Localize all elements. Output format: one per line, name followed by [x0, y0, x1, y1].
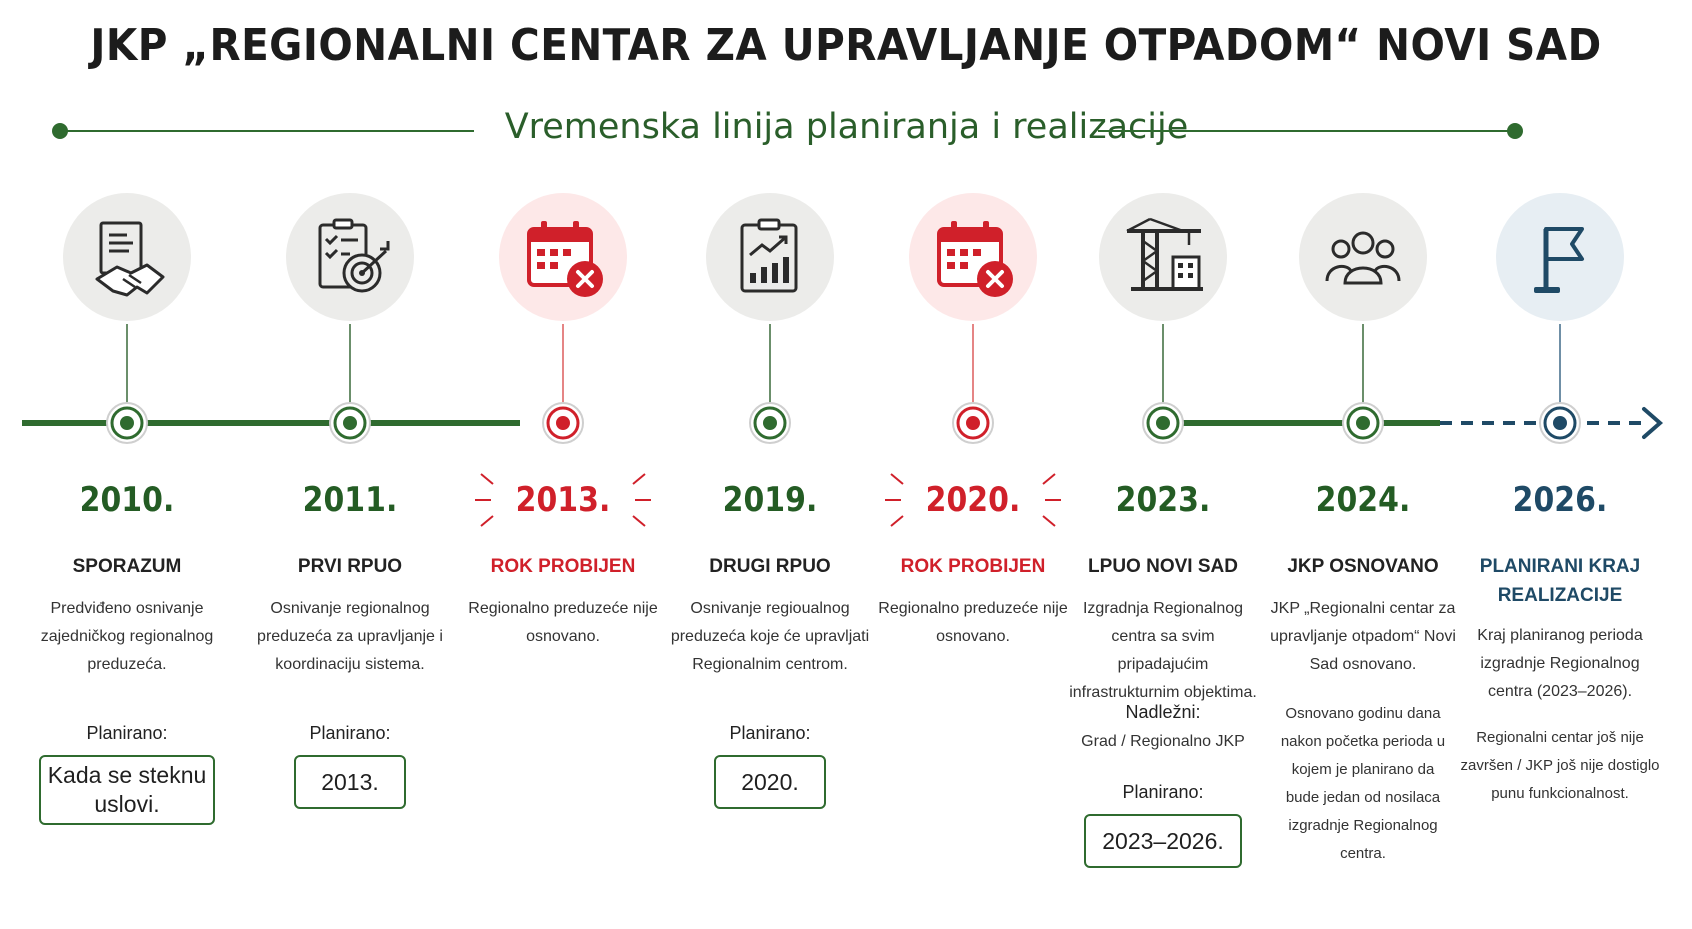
- subtitle-left-line: [62, 130, 474, 132]
- event-label: ROK PROBIJEN: [900, 556, 1046, 577]
- deadline-burst: [632, 473, 646, 485]
- subtitle-right-dot: [1507, 123, 1523, 139]
- event-description: JKP „Regionalni centar za upravljanje ot…: [1270, 600, 1456, 673]
- deadline-burst: [1042, 515, 1056, 527]
- timeline-node-dot: [763, 416, 777, 430]
- event-note: Osnovano godinu dana nakon početka perio…: [1280, 705, 1446, 862]
- page-title: JKP „REGIONALNI CENTAR ZA UPRAVLJANJE OT…: [90, 20, 1602, 71]
- event-icon-circle: [1496, 193, 1624, 321]
- planned-label: Planirano:: [729, 723, 811, 743]
- event-year: 2011.: [302, 480, 398, 520]
- event-year: 2026.: [1512, 480, 1608, 520]
- event-description: Kraj planiranog perioda izgradnje Region…: [1477, 627, 1643, 700]
- event-label: DRUGI RPUO: [709, 556, 831, 577]
- timeline-node-dot: [120, 416, 134, 430]
- event-year: 2024.: [1315, 480, 1411, 520]
- planned-label: Planirano:: [1122, 782, 1204, 802]
- event-label: JKP OSNOVANO: [1287, 556, 1439, 577]
- event-description: Regionalno preduzeće nije osnovano.: [468, 600, 658, 645]
- event-year: 2010.: [79, 480, 175, 520]
- responsible-value: Grad / Regionalno JKP: [1081, 733, 1245, 750]
- event-icon-circle: [63, 193, 191, 321]
- event-label: PRVI RPUO: [297, 556, 403, 577]
- deadline-burst: [890, 473, 904, 485]
- handshake-document-icon: [95, 221, 165, 297]
- calendar-missed-icon: [937, 221, 1013, 297]
- deadline-burst: [890, 515, 904, 527]
- deadline-burst: [480, 473, 494, 485]
- calendar-missed-icon: [527, 221, 603, 297]
- timeline-node-dot: [1356, 416, 1370, 430]
- event-description: Regionalno preduzeće nije osnovano.: [878, 600, 1068, 645]
- timeline-node-dot: [556, 416, 570, 430]
- event-label: ROK PROBIJEN: [490, 556, 636, 577]
- event-note: Regionalni centar još nije završen / JKP…: [1460, 729, 1660, 802]
- event-icon-circle: [706, 193, 834, 321]
- axis-arrow-head: [1642, 407, 1664, 439]
- event-label: LPUO NOVI SAD: [1088, 556, 1238, 577]
- responsible-label: Nadležni:: [1125, 702, 1201, 722]
- subtitle-right-line: [1098, 130, 1510, 132]
- event-icon-circle: [1299, 193, 1427, 321]
- subtitle-left-dot: [52, 123, 68, 139]
- event-year: 2023.: [1115, 480, 1211, 520]
- timeline-node-dot: [966, 416, 980, 430]
- event-description: Osnivanje regioualnog preduzeća koje će …: [670, 600, 870, 673]
- planned-label: Planirano:: [309, 723, 391, 743]
- timeline-node-dot: [343, 416, 357, 430]
- event-icon-circle: [1099, 193, 1227, 321]
- timeline-node-dot: [1553, 416, 1567, 430]
- planned-value-box: 2013.: [294, 755, 406, 809]
- event-year: 2013.: [515, 480, 611, 520]
- event-description: Predviđeno osnivanje zajedničkog regiona…: [40, 600, 214, 673]
- planned-value-box: Kada se steknu uslovi.: [39, 755, 215, 825]
- event-label: SPORAZUM: [72, 556, 182, 577]
- deadline-burst: [480, 515, 494, 527]
- event-icon-circle: [499, 193, 627, 321]
- deadline-burst: [632, 515, 646, 527]
- event-description: Izgradnja Regionalnog centra sa svim pri…: [1069, 600, 1257, 701]
- clipboard-chart-icon: [740, 218, 798, 293]
- subtitle: Vremenska linija planiranja i realizacij…: [504, 107, 1189, 147]
- planned-value-box: 2020.: [714, 755, 826, 809]
- event-year: 2020.: [925, 480, 1021, 520]
- event-label: PLANIRANI KRAJ REALIZACIJE: [1479, 556, 1641, 606]
- timeline-node-dot: [1156, 416, 1170, 430]
- event-icon-circle: [286, 193, 414, 321]
- flag-icon: [1534, 227, 1584, 293]
- subtitle-row: Vremenska linija planiranja i realizacij…: [52, 105, 1635, 157]
- people-group-icon: [1325, 231, 1401, 285]
- planned-value-box: 2023–2026.: [1084, 814, 1242, 868]
- event-icon-circle: [909, 193, 1037, 321]
- event-year: 2019.: [722, 480, 818, 520]
- deadline-burst: [1042, 473, 1056, 485]
- event-description: Osnivanje regionalnog preduzeća za uprav…: [257, 600, 443, 673]
- planned-label: Planirano:: [86, 723, 168, 743]
- crane-building-icon: [1126, 217, 1203, 291]
- checklist-target-icon: [318, 218, 390, 293]
